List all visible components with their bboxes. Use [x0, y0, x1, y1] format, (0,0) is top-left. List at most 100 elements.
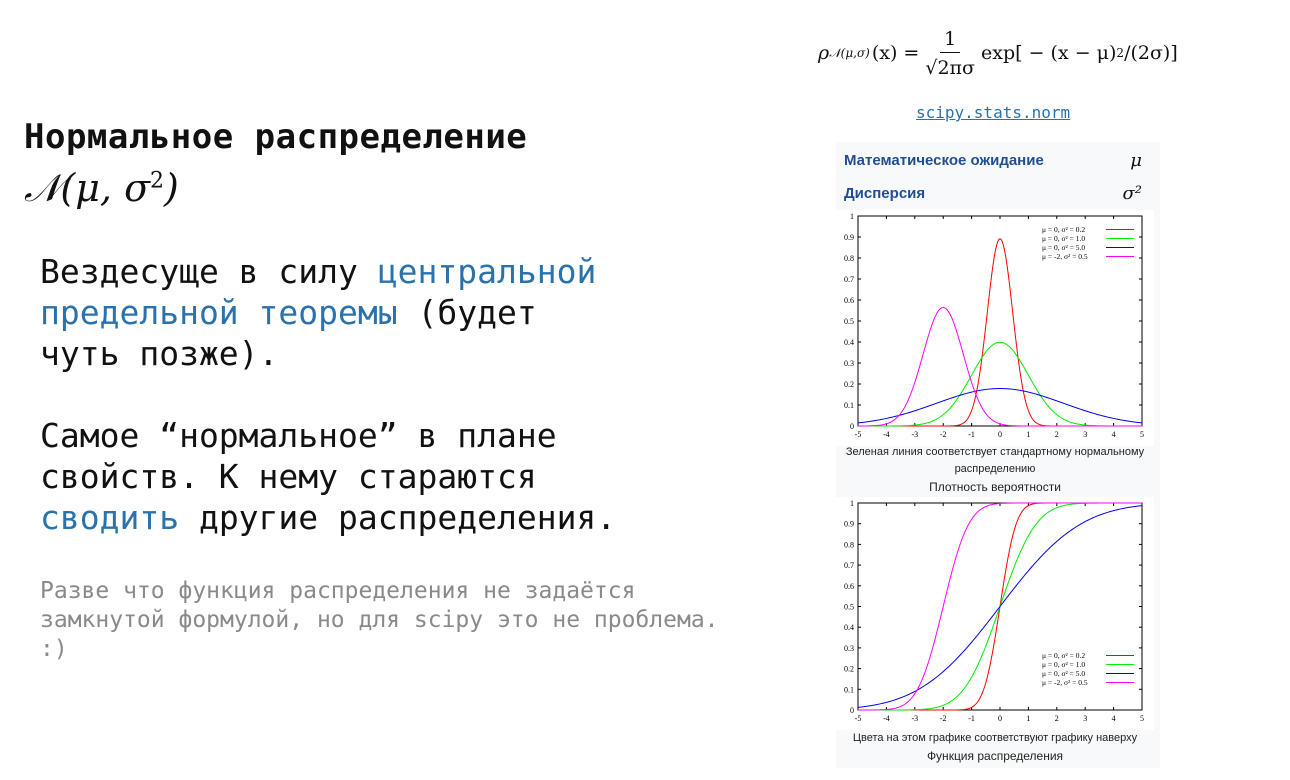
cdf-y-tick-label: 0.7: [844, 561, 854, 570]
infobox-row-variance: Дисперсия σ²: [844, 178, 1142, 208]
pdf-chart-title: Плотность вероятности: [929, 480, 1061, 494]
cdf-legend-label: μ = -2, σ² = 0.5: [1042, 678, 1088, 687]
cdf-legend-label: μ = 0, σ² = 5.0: [1042, 669, 1085, 678]
cdf-y-tick-label: 0.1: [844, 685, 854, 694]
cdf-note: Цвета на этом графике соответствуют граф…: [852, 732, 1138, 744]
formula-fraction: 1 √2πσ: [925, 28, 975, 79]
formula-numerator: 1: [940, 28, 961, 53]
paragraph-properties-text-3: другие распределения.: [179, 498, 617, 537]
formula-rho-subscript: 𝒩(μ,σ): [829, 45, 870, 60]
formula-argument: (x) =: [871, 42, 920, 64]
cdf-x-tick-label: -5: [855, 714, 862, 723]
paragraph-properties-text-1: Самое “нормальное” в плане: [40, 416, 557, 455]
pdf-x-tick-label: -3: [911, 430, 918, 439]
cdf-x-tick-label: -1: [968, 714, 975, 723]
pdf-note-line-1: Зеленая линия соответствует стандартному…: [845, 446, 1145, 458]
cdf-note: Разве что функция распределения не задаё…: [40, 578, 719, 662]
pdf-x-tick-label: -2: [940, 430, 947, 439]
cdf-y-tick-label: 0: [850, 706, 854, 715]
cdf-legend-label: μ = 0, σ² = 1.0: [1042, 660, 1085, 669]
cdf-y-tick-label: 1: [850, 499, 854, 508]
pdf-y-tick-label: 0: [850, 422, 854, 431]
cdf-series-line-2: [857, 505, 1143, 708]
paragraph-clt-text-2: (будет: [397, 293, 537, 332]
cdf-y-tick-label: 0.9: [844, 520, 854, 529]
pdf-y-tick-label: 0.3: [844, 359, 854, 368]
paragraph-clt-text-1: Вездесуще в силу: [40, 252, 378, 291]
infobox-row-mean: Математическое ожидание μ: [844, 145, 1142, 175]
cdf-chart: -5 -4 -3 -2 -1 0 1 2 3 4 5 0 0.1 0.2 0.3 0.4 0.5 0.6 0.7 0.…: [844, 499, 1144, 723]
cdf-x-tick-label: -4: [883, 714, 890, 723]
paragraph-normal-properties: Самое “нормальное” в плане свойств. К нем…: [40, 415, 740, 538]
formula-denominator: √2πσ: [925, 56, 975, 79]
slide-title: Нормальное распределение: [24, 117, 528, 157]
pdf-note-line-2: распределению: [954, 463, 1036, 475]
pdf-y-tick-label: 0.7: [844, 275, 854, 284]
cdf-x-tick-label: 1: [1026, 714, 1030, 723]
cdf-x-tick-label: 4: [1112, 714, 1116, 723]
cdf-x-tick-label: 5: [1140, 714, 1144, 723]
variance-label[interactable]: Дисперсия: [844, 184, 926, 202]
cdf-x-tick-label: -2: [940, 714, 947, 723]
cdf-x-tick-label: 2: [1055, 714, 1059, 723]
cdf-x-tick-label: -3: [911, 714, 918, 723]
pdf-series-line-2: [857, 388, 1143, 424]
notation-main: 𝒩(μ, σ: [24, 166, 151, 210]
pdf-legend-label: μ = 0, σ² = 5.0: [1042, 243, 1085, 252]
paragraph-properties-text-2: свойств. К нему стараются: [40, 457, 537, 496]
pdf-series-line-0: [858, 238, 1142, 427]
paragraph-clt: Вездесуще в силу центральной предельной т…: [40, 251, 740, 374]
pdf-y-tick-label: 0.8: [844, 254, 854, 263]
notation-power: 2: [150, 168, 165, 194]
pdf-y-tick-label: 0.1: [844, 401, 854, 410]
pdf-y-tick-label: 0.6: [844, 296, 854, 305]
clt-link-part-2[interactable]: предельной теоремы: [40, 293, 398, 332]
cdf-legend-label: μ = 0, σ² = 0.2: [1042, 651, 1085, 660]
formula-exp: exp[ − (x − μ): [981, 42, 1117, 64]
pdf-legend-label: μ = 0, σ² = 1.0: [1042, 234, 1085, 243]
pdf-x-tick-label: 5: [1140, 430, 1144, 439]
pdf-plot-frame: [857, 215, 1143, 427]
formula-exp-tail: /(2σ)]: [1124, 42, 1178, 64]
pdf-y-tick-label: 0.9: [844, 233, 854, 242]
pdf-x-tick-label: -4: [883, 430, 890, 439]
pdf-x-tick-label: 3: [1083, 430, 1087, 439]
mean-symbol: μ: [1130, 149, 1142, 171]
cdf-chart-title: Функция распределения: [926, 749, 1064, 763]
cdf-chart-panel: -5 -4 -3 -2 -1 0 1 2 3 4 5 0 0.1 0.2 0.3 0.4 0.5 0.6 0.7 0.…: [836, 497, 1154, 730]
cdf-x-tick-label: 3: [1083, 714, 1087, 723]
variance-symbol: σ²: [1122, 182, 1142, 204]
cdf-series-line-3: [858, 502, 1142, 711]
cdf-y-tick-label: 0.2: [844, 665, 854, 674]
pdf-y-tick-label: 1: [850, 212, 854, 221]
pdf-x-tick-label: 2: [1055, 430, 1059, 439]
reduce-link[interactable]: сводить: [40, 498, 180, 537]
pdf-x-tick-label: 4: [1112, 430, 1116, 439]
pdf-y-tick-label: 0.2: [844, 380, 854, 389]
density-formula: ρ 𝒩(μ,σ) (x) = 1 √2πσ exp[ − (x − μ) 2/(2σ)…: [818, 18, 1208, 88]
cdf-y-tick-label: 0.5: [844, 603, 854, 612]
scipy-stats-norm-link[interactable]: scipy.stats.norm: [916, 103, 1071, 122]
cdf-x-tick-label: 0: [998, 714, 1002, 723]
pdf-x-tick-label: -1: [968, 430, 975, 439]
pdf-x-tick-label: 1: [1026, 430, 1030, 439]
pdf-x-tick-label: -5: [855, 430, 862, 439]
pdf-series-line-3: [857, 307, 1142, 427]
pdf-chart: -5 -4 -3 -2 -1 0 1 2 3 4 5 0 0.1 0.2 0.3 0.4 0.5 0.6 0.7 0.…: [844, 212, 1144, 439]
pdf-chart-panel: -5 -4 -3 -2 -1 0 1 2 3 4 5 0 0.1 0.2 0.3 0.4 0.5 0.6 0.7 0.…: [836, 210, 1154, 446]
formula-exp-power: 2: [1116, 46, 1125, 60]
cdf-y-tick-label: 0.8: [844, 540, 854, 549]
cdf-y-tick-label: 0.6: [844, 582, 854, 591]
cdf-y-tick-label: 0.3: [844, 644, 854, 653]
pdf-legend-label: μ = 0, σ² = 0.2: [1042, 225, 1085, 234]
mean-label[interactable]: Математическое ожидание: [844, 151, 1044, 169]
clt-link-part-1[interactable]: центральной: [377, 252, 597, 291]
notation-close: ): [164, 166, 179, 210]
formula-rho: ρ: [818, 42, 830, 64]
pdf-x-tick-label: 0: [998, 430, 1002, 439]
normal-notation: 𝒩(μ, σ2): [24, 166, 179, 211]
pdf-legend-label: μ = -2, σ² = 0.5: [1042, 252, 1088, 261]
pdf-y-tick-label: 0.5: [844, 317, 854, 326]
pdf-y-tick-label: 0.4: [844, 338, 854, 347]
paragraph-clt-text-3: чуть позже).: [40, 334, 279, 373]
